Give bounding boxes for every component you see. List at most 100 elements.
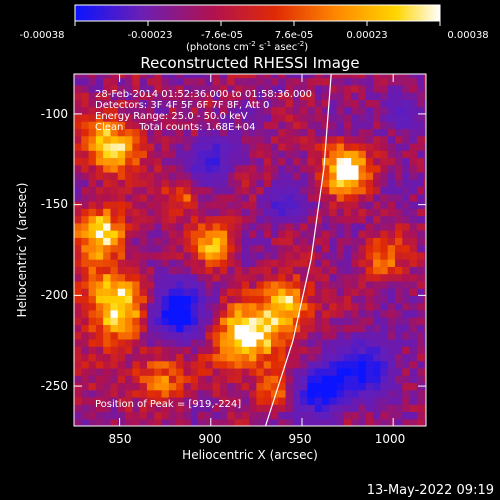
heatmap-cell [285, 157, 294, 166]
heatmap-cell [292, 309, 301, 318]
heatmap-cell [117, 237, 126, 246]
heatmap-cell [234, 411, 243, 420]
heatmap-cell [205, 411, 214, 420]
heatmap-cell [249, 171, 257, 180]
heatmap-cell [263, 99, 272, 108]
heatmap-cell [314, 418, 323, 426]
heatmap-cell [322, 106, 330, 115]
heatmap-cell [198, 84, 206, 93]
heatmap-cell [74, 411, 82, 420]
heatmap-cell [351, 324, 360, 333]
heatmap-cell [307, 288, 316, 296]
heatmap-cell [110, 74, 119, 79]
heatmap-cell [402, 92, 411, 100]
heatmap-cell [110, 150, 119, 159]
heatmap-cell [380, 360, 389, 369]
heatmap-cell [139, 244, 148, 253]
heatmap-cell [146, 128, 155, 137]
heatmap-cell [285, 142, 294, 151]
heatmap-cell [125, 396, 133, 405]
heatmap-cell [198, 237, 206, 246]
heatmap-cell [198, 346, 206, 355]
heatmap-cell [117, 367, 126, 376]
heatmap-cell [74, 179, 82, 188]
heatmap-cell [110, 360, 119, 369]
heatmap-cell [132, 404, 141, 413]
heatmap-cell [409, 353, 418, 362]
heatmap-cell [161, 84, 170, 93]
heatmap-cell [176, 389, 185, 398]
heatmap-cell [416, 150, 425, 159]
heatmap-cell [125, 389, 133, 398]
heatmap-cell [343, 382, 352, 391]
heatmap-cell [365, 309, 374, 318]
heatmap-cell [74, 193, 82, 202]
heatmap-cell [300, 157, 309, 166]
heatmap-cell [125, 295, 133, 304]
heatmap-cell [168, 135, 177, 144]
heatmap-cell [205, 360, 214, 369]
heatmap-cell [132, 302, 141, 311]
heatmap-cell [358, 302, 367, 311]
heatmap-cell [424, 367, 426, 376]
heatmap-cell [322, 375, 330, 384]
heatmap-cell [139, 346, 148, 355]
heatmap-cell [336, 128, 345, 137]
heatmap-cell [110, 346, 119, 355]
heatmap-cell [81, 142, 90, 151]
heatmap-cell [402, 201, 411, 209]
heatmap-cell [358, 193, 367, 202]
heatmap-cell [88, 317, 97, 325]
heatmap-cell [110, 84, 119, 93]
heatmap-cell [380, 186, 389, 195]
heatmap-cell [300, 273, 309, 282]
heatmap-cell [95, 74, 104, 79]
heatmap-cell [416, 259, 425, 267]
heatmap-cell [132, 295, 141, 304]
heatmap-cell [249, 353, 257, 362]
heatmap-cell [212, 418, 221, 426]
heatmap-cell [351, 208, 360, 217]
heatmap-cell [125, 353, 133, 362]
heatmap-cell [154, 244, 163, 253]
heatmap-cell [256, 171, 265, 180]
x-tick-label: 900 [199, 432, 222, 446]
heatmap-cell [125, 360, 133, 369]
heatmap-cell [394, 164, 403, 173]
heatmap-cell [190, 353, 199, 362]
heatmap-cell [161, 193, 170, 202]
heatmap-cell [161, 77, 170, 86]
heatmap-cell [139, 331, 148, 340]
heatmap-cell [322, 302, 330, 311]
heatmap-cell [380, 135, 389, 144]
heatmap-cell [351, 309, 360, 318]
heatmap-cell [198, 367, 206, 376]
heatmap-cell [88, 208, 97, 217]
heatmap-cell [168, 273, 177, 282]
heatmap-cell [322, 280, 330, 289]
heatmap-cell [409, 135, 418, 144]
heatmap-cell [146, 295, 155, 304]
colorbar-units: (photons cm-2 s-1 asec-2) [186, 40, 308, 53]
heatmap-cell [365, 171, 374, 180]
heatmap-cell [74, 280, 82, 289]
heatmap-cell [292, 135, 301, 144]
heatmap-cell [409, 74, 418, 79]
heatmap-cell [394, 193, 403, 202]
heatmap-cell [365, 375, 374, 384]
heatmap-cell [285, 280, 294, 289]
heatmap-cell [132, 266, 141, 275]
heatmap-cell [227, 418, 236, 426]
heatmap-cell [270, 106, 279, 115]
colorbar [74, 4, 441, 22]
heatmap-cell [190, 331, 199, 340]
heatmap-cell [394, 302, 403, 311]
heatmap-cell [314, 106, 323, 115]
heatmap-cell [270, 266, 279, 275]
heatmap-cell [212, 302, 221, 311]
heatmap-cell [416, 113, 425, 122]
heatmap-cell [117, 215, 126, 224]
heatmap-cell [416, 353, 425, 362]
heatmap-cell [132, 208, 141, 217]
heatmap-cell [110, 404, 119, 413]
